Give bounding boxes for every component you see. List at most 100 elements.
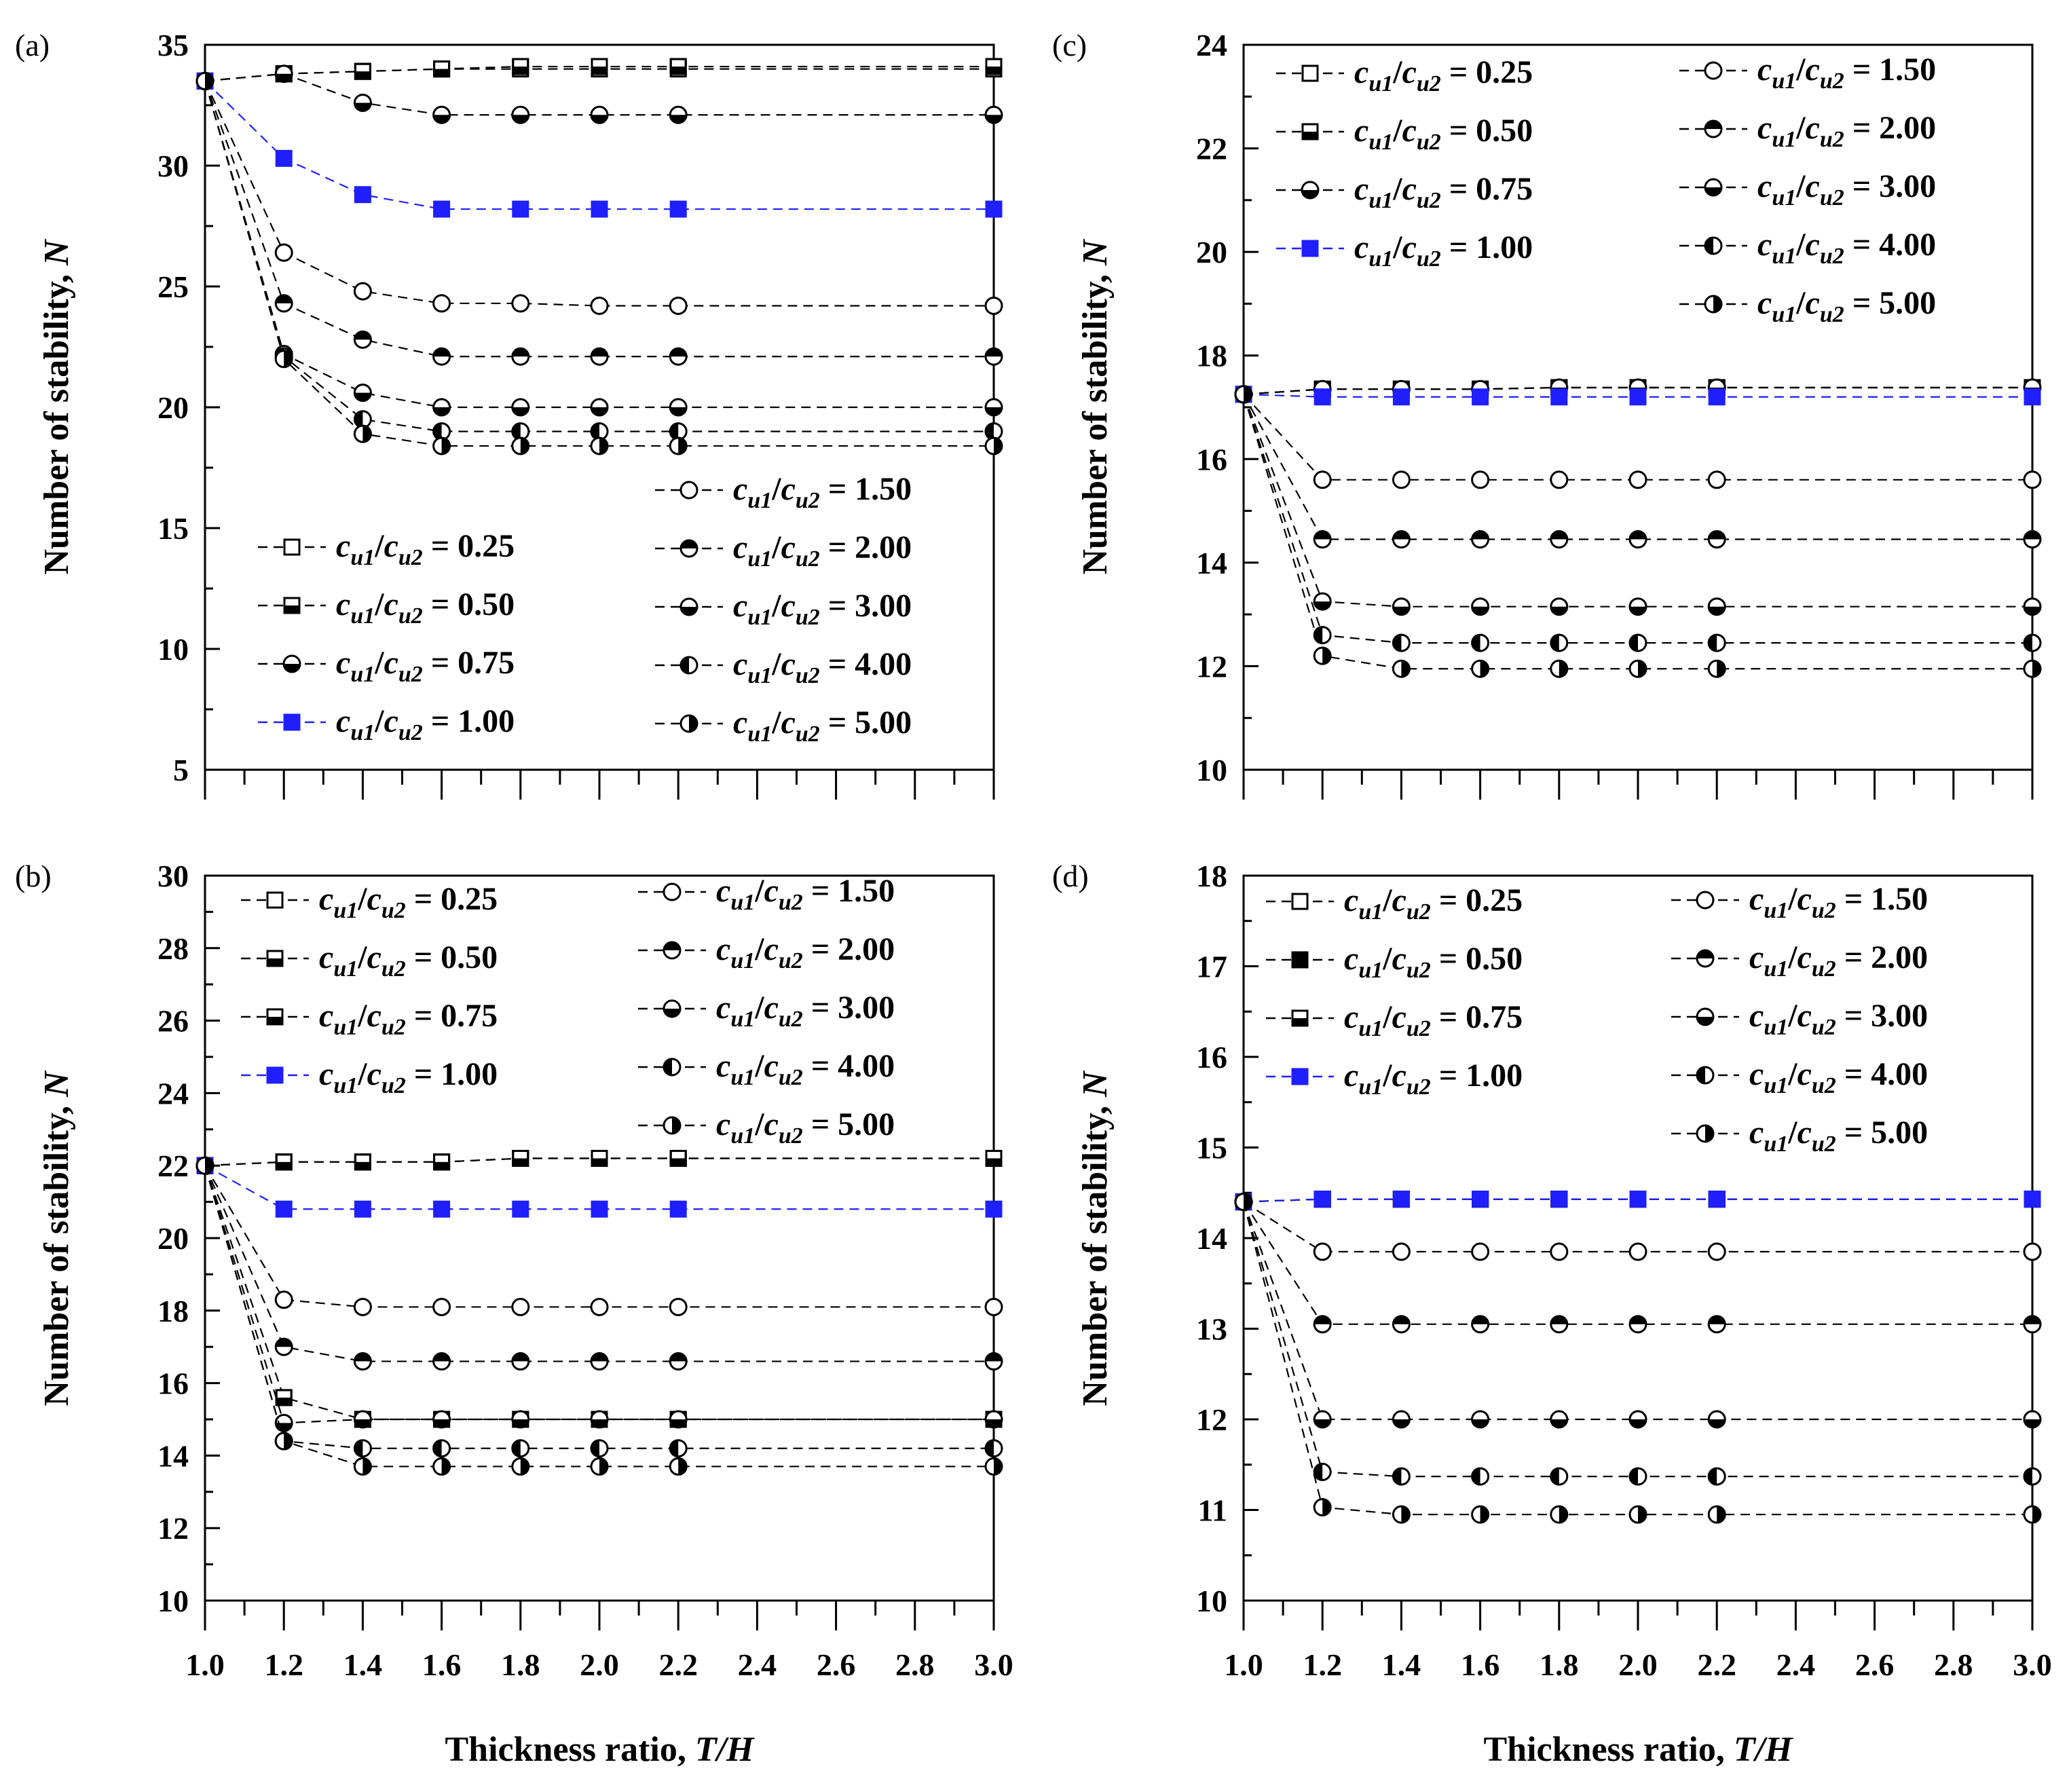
legend-label: cu1/cu2 = 3.00 [733, 588, 912, 630]
data-point [353, 384, 372, 403]
y-axis-title: Number of stability, N [1076, 238, 1115, 575]
legend-label: cu1/cu2 = 1.50 [1757, 52, 1936, 94]
legend-marker [1301, 123, 1319, 141]
legend-entry-1.00: cu1/cu2 = 1.00 [1276, 229, 1533, 272]
legend-entry-0.50: cu1/cu2 = 0.50 [1266, 941, 1523, 983]
data-point [1550, 1315, 1569, 1334]
series-line [204, 1165, 994, 1210]
legend-label: cu1/cu2 = 5.00 [1749, 1115, 1928, 1157]
data-point [274, 294, 293, 313]
legend-label: cu1/cu2 = 4.00 [1749, 1056, 1928, 1098]
data-point [984, 1297, 1003, 1316]
data-point [1550, 1191, 1568, 1208]
y-tick-label: 5 [173, 753, 189, 787]
series-5.00 [195, 71, 1003, 455]
series-line [1242, 1201, 2032, 1421]
series-line [204, 73, 994, 116]
data-point [1550, 1410, 1569, 1429]
y-axis-title: Number of stability, N [37, 1070, 76, 1406]
legend-entry-4.00: cu1/cu2 = 4.00 [1679, 227, 1936, 269]
legend-marker [679, 539, 698, 558]
y-tick-label: 10 [157, 632, 189, 667]
legend-marker [679, 714, 698, 733]
legend-marker [663, 941, 682, 960]
data-point [353, 330, 372, 349]
data-point [669, 58, 687, 75]
y-tick-label: 35 [157, 28, 189, 62]
legend-entry-1.50: cu1/cu2 = 1.50 [655, 471, 912, 513]
panel-c: (c) 10 12 14 16 18 20 22 24 Number of stability, … [1052, 28, 2042, 800]
x-tick-label: 1.2 [264, 1647, 303, 1682]
data-point [1313, 646, 1332, 665]
data-point [353, 282, 372, 301]
legend-label: cu1/cu2 = 1.50 [1749, 881, 1928, 923]
y-tick-label: 18 [1196, 339, 1227, 373]
data-point [432, 1352, 451, 1371]
series-line [1243, 1201, 2032, 1253]
series-line [204, 81, 994, 447]
data-point [669, 200, 687, 218]
data-point [590, 398, 609, 417]
data-point [1392, 1315, 1411, 1334]
legend-label: cu1/cu2 = 0.50 [1344, 941, 1523, 983]
x-tick-label: 2.2 [1697, 1647, 1736, 1682]
data-point [985, 200, 1003, 218]
y-axis-title: Number of stability, N [1076, 1070, 1115, 1406]
data-point [1707, 1315, 1726, 1334]
data-point [511, 1457, 530, 1476]
series-3.00 [1234, 1193, 2042, 1429]
data-point [1628, 1315, 1647, 1334]
y-tick-label: 15 [157, 511, 189, 546]
data-point [432, 436, 451, 455]
y-tick-label: 22 [157, 1149, 189, 1183]
data-point [511, 1410, 530, 1429]
panel-b: (b) 10 12 14 16 18 20 22 24 26 28 30 1.0 1.2 1.4 1.6 1.8… [15, 859, 1013, 1769]
data-point [1471, 1315, 1490, 1334]
series-5.00 [195, 1156, 1003, 1476]
y-tick-label: 28 [157, 931, 189, 966]
series-1.00 [1235, 1191, 2041, 1211]
data-point [1628, 597, 1647, 616]
x-tick-label: 3.0 [974, 1647, 1013, 1682]
data-point [984, 105, 1003, 124]
data-point [2023, 1315, 2042, 1334]
y-tick-label: 24 [157, 1076, 189, 1110]
data-point [590, 1457, 609, 1476]
legend-entry-3.00: cu1/cu2 = 3.00 [638, 990, 895, 1032]
data-point [1392, 1410, 1411, 1429]
x-tick-label: 1.8 [501, 1647, 540, 1682]
data-point [1234, 1193, 1253, 1212]
data-point [274, 1290, 293, 1309]
data-point [1707, 530, 1726, 549]
data-point [432, 422, 451, 441]
data-point [1550, 633, 1569, 652]
series-1.00 [196, 1157, 1003, 1218]
data-point [353, 93, 372, 112]
panel-label: (a) [15, 28, 50, 62]
series-line [1242, 394, 2032, 608]
data-point [1392, 470, 1411, 489]
data-point [1313, 626, 1332, 645]
y-tick-label: 26 [157, 1004, 189, 1039]
legend-entry-0.75: cu1/cu2 = 0.75 [241, 998, 498, 1040]
legend-label: cu1/cu2 = 0.75 [1354, 171, 1533, 213]
data-point [274, 1337, 293, 1356]
legend-label: cu1/cu2 = 5.00 [733, 705, 912, 747]
data-point [669, 1352, 688, 1371]
data-point [1707, 633, 1726, 652]
series-4.00 [195, 71, 1003, 441]
y-tick-label: 20 [157, 1221, 189, 1256]
data-point [1392, 530, 1411, 549]
legend-marker [283, 597, 301, 614]
legend-label: cu1/cu2 = 0.50 [319, 939, 498, 982]
legend-marker [1301, 64, 1319, 82]
data-point [985, 1150, 1003, 1168]
series-line [1243, 393, 2032, 398]
legend-marker [1696, 1124, 1715, 1143]
data-point [1628, 659, 1647, 678]
data-point [433, 200, 451, 218]
series-line [204, 81, 994, 358]
data-point [275, 1200, 293, 1218]
legend-entry-1.50: cu1/cu2 = 1.50 [1679, 52, 1936, 94]
data-point [2023, 530, 2042, 549]
